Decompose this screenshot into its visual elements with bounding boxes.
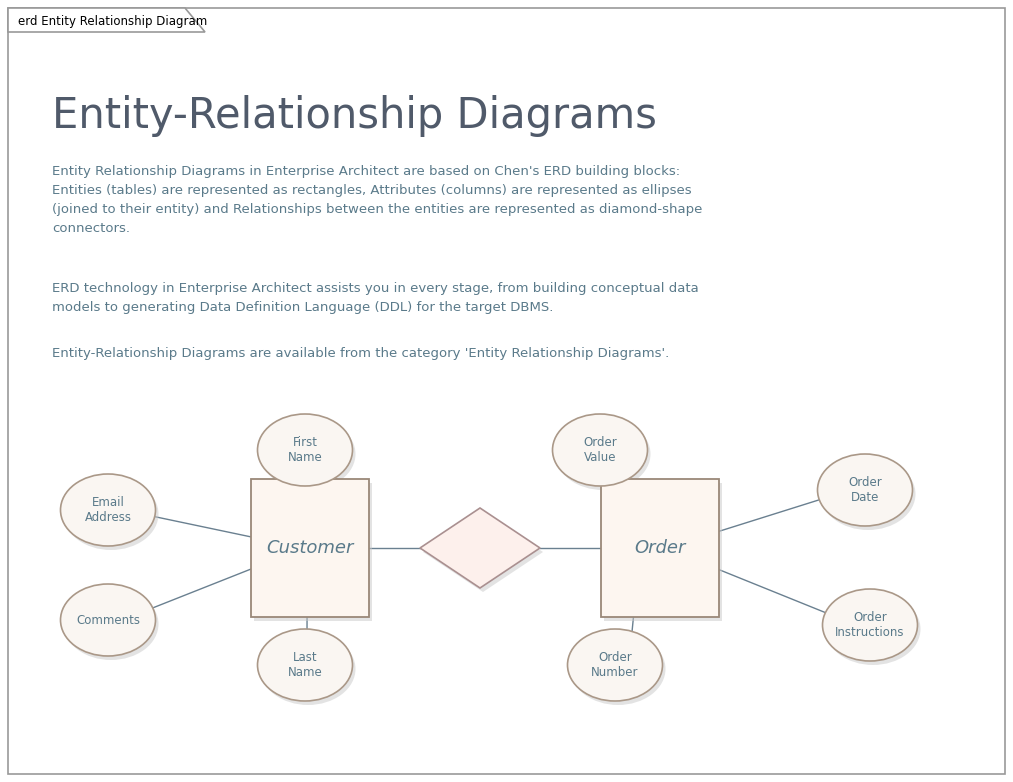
Ellipse shape bbox=[257, 629, 353, 701]
FancyBboxPatch shape bbox=[251, 479, 369, 617]
Text: Entity-Relationship Diagrams are available from the category 'Entity Relationshi: Entity-Relationship Diagrams are availab… bbox=[52, 347, 670, 360]
Polygon shape bbox=[420, 508, 540, 588]
Ellipse shape bbox=[260, 633, 356, 705]
Text: Order
Value: Order Value bbox=[583, 436, 617, 464]
Text: Last
Name: Last Name bbox=[288, 651, 322, 679]
Text: erd Entity Relationship Diagram: erd Entity Relationship Diagram bbox=[18, 16, 208, 28]
Text: First
Name: First Name bbox=[288, 436, 322, 464]
Text: Order
Instructions: Order Instructions bbox=[836, 611, 905, 639]
Text: Entity Relationship Diagrams in Enterprise Architect are based on Chen's ERD bui: Entity Relationship Diagrams in Enterpri… bbox=[52, 165, 702, 235]
Ellipse shape bbox=[61, 584, 156, 656]
Ellipse shape bbox=[552, 414, 647, 486]
Polygon shape bbox=[423, 512, 543, 592]
FancyBboxPatch shape bbox=[254, 483, 372, 621]
Ellipse shape bbox=[817, 454, 913, 526]
Text: Order
Number: Order Number bbox=[592, 651, 639, 679]
Ellipse shape bbox=[61, 474, 156, 546]
Polygon shape bbox=[8, 8, 205, 32]
Text: Comments: Comments bbox=[76, 614, 140, 626]
Ellipse shape bbox=[257, 414, 353, 486]
Ellipse shape bbox=[567, 629, 663, 701]
Ellipse shape bbox=[823, 589, 918, 661]
Text: ERD technology in Enterprise Architect assists you in every stage, from building: ERD technology in Enterprise Architect a… bbox=[52, 282, 699, 314]
Ellipse shape bbox=[826, 593, 921, 665]
Text: Order: Order bbox=[634, 539, 686, 557]
FancyBboxPatch shape bbox=[8, 8, 1005, 774]
FancyBboxPatch shape bbox=[604, 483, 722, 621]
FancyBboxPatch shape bbox=[601, 479, 719, 617]
Text: Customer: Customer bbox=[266, 539, 354, 557]
Text: Entity-Relationship Diagrams: Entity-Relationship Diagrams bbox=[52, 95, 656, 137]
Ellipse shape bbox=[64, 588, 158, 660]
Ellipse shape bbox=[64, 478, 158, 550]
Ellipse shape bbox=[555, 418, 650, 490]
Ellipse shape bbox=[260, 418, 356, 490]
Ellipse shape bbox=[570, 633, 666, 705]
Text: Order
Date: Order Date bbox=[848, 476, 882, 504]
Text: Email
Address: Email Address bbox=[84, 496, 132, 524]
Ellipse shape bbox=[821, 458, 916, 530]
